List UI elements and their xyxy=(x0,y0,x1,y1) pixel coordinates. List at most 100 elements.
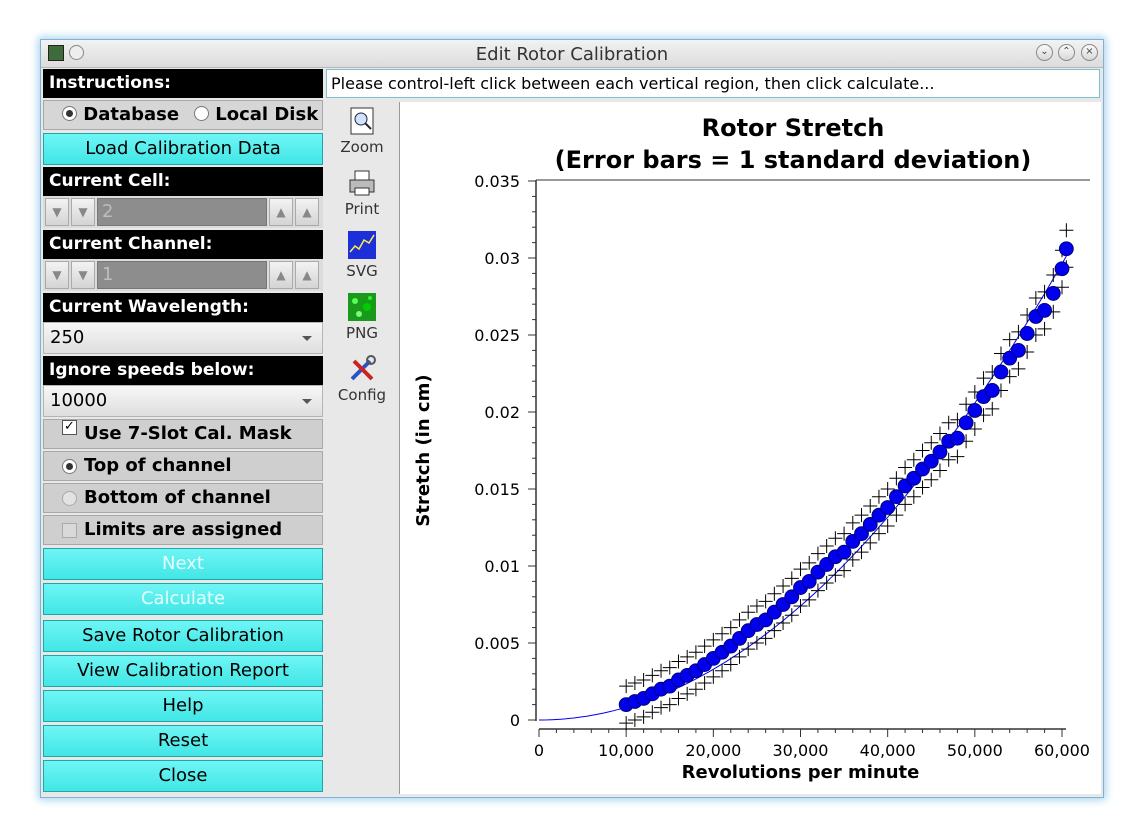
data-point xyxy=(888,489,904,505)
local-disk-radio[interactable]: Local Disk xyxy=(194,101,318,129)
error-bar-marker xyxy=(924,435,939,450)
print-tool[interactable]: Print xyxy=(326,168,398,218)
window-title: Edit Rotor Calibration xyxy=(475,44,669,65)
error-bar-marker xyxy=(767,586,782,601)
data-point xyxy=(836,544,852,560)
fit-curve xyxy=(539,255,1067,721)
png-tool[interactable]: PNG xyxy=(326,292,398,342)
pin-icon[interactable] xyxy=(69,45,84,60)
png-label: PNG xyxy=(346,324,378,342)
error-bar-marker xyxy=(950,449,965,464)
current-cell-value[interactable]: 2 xyxy=(97,198,267,226)
chart-subtitle: (Error bars = 1 standard deviation) xyxy=(555,146,1032,174)
next-button[interactable]: Next xyxy=(43,548,323,580)
error-bar-marker xyxy=(723,657,738,672)
cell-fast-up-button[interactable]: ▲ xyxy=(295,198,319,226)
error-bar-marker xyxy=(793,562,808,577)
error-bar-marker xyxy=(723,620,738,635)
svg-label: SVG xyxy=(346,262,378,280)
cell-up-button[interactable]: ▲ xyxy=(269,198,293,226)
ignore-speeds-select[interactable]: 10000 xyxy=(43,385,323,417)
channel-up-button[interactable]: ▲ xyxy=(269,261,293,289)
error-bar-marker xyxy=(697,676,712,691)
error-bar-marker xyxy=(776,615,791,630)
y-tick-label: 0.035 xyxy=(474,172,520,191)
cell-down-button[interactable]: ▼ xyxy=(71,198,95,226)
close-window-icon[interactable]: × xyxy=(1081,44,1098,61)
error-bar-marker xyxy=(741,605,756,620)
error-bar-marker xyxy=(880,482,895,496)
data-point xyxy=(1054,261,1070,277)
rotor-stretch-chart[interactable]: Rotor Stretch (Error bars = 1 standard de… xyxy=(400,102,1101,794)
error-bar-marker xyxy=(749,636,764,650)
error-bar-marker xyxy=(715,626,730,641)
close-button[interactable]: Close xyxy=(43,760,323,792)
error-bar-marker xyxy=(889,508,904,523)
config-label: Config xyxy=(337,386,387,404)
x-tick-label: 20,000 xyxy=(685,741,741,760)
top-of-channel-radio[interactable] xyxy=(62,459,77,474)
error-bar-marker xyxy=(1059,223,1074,238)
channel-down-button[interactable]: ▼ xyxy=(71,261,95,289)
data-point xyxy=(923,453,939,469)
svg-export-icon xyxy=(348,231,376,259)
error-bar-marker xyxy=(924,472,939,487)
mask-checkbox-row[interactable]: ✓ Use 7-Slot Cal. Mask xyxy=(43,419,323,449)
data-point xyxy=(801,573,817,589)
data-point xyxy=(984,383,1000,398)
help-button[interactable]: Help xyxy=(43,690,323,722)
mask-checkbox-label: Use 7-Slot Cal. Mask xyxy=(84,423,292,444)
bottom-of-channel-row[interactable]: Bottom of channel xyxy=(43,483,323,513)
channel-fast-up-button[interactable]: ▲ xyxy=(295,261,319,289)
error-bar-marker xyxy=(715,663,730,678)
error-bar-marker xyxy=(819,538,834,553)
save-rotor-calibration-button[interactable]: Save Rotor Calibration xyxy=(43,620,323,652)
load-calibration-button[interactable]: Load Calibration Data xyxy=(43,133,323,165)
current-cell-label: Current Cell: xyxy=(43,167,323,196)
channel-fast-down-button[interactable]: ▼ xyxy=(45,261,69,289)
error-bar-marker xyxy=(828,531,843,546)
config-tool[interactable]: Config xyxy=(326,354,398,404)
y-tick-label: 0 xyxy=(510,711,520,730)
plot-area[interactable]: Rotor Stretch (Error bars = 1 standard de… xyxy=(399,102,1101,794)
error-bar-marker xyxy=(906,452,921,467)
x-tick-label: 50,000 xyxy=(947,741,1003,760)
limits-assigned-label: Limits are assigned xyxy=(84,519,283,540)
error-bar-marker xyxy=(732,612,747,627)
data-point xyxy=(880,500,896,515)
database-radio[interactable]: Database xyxy=(62,101,179,129)
instructions-text: Please control-left click between each v… xyxy=(326,69,1100,98)
error-bar-marker xyxy=(932,426,947,441)
svg-tool[interactable]: SVG xyxy=(326,230,398,280)
top-of-channel-row[interactable]: Top of channel xyxy=(43,451,323,481)
maximize-icon[interactable]: ⌃ xyxy=(1058,44,1075,61)
png-export-icon xyxy=(348,293,376,321)
config-icon xyxy=(350,355,376,381)
current-channel-value[interactable]: 1 xyxy=(97,261,267,289)
bottom-of-channel-radio[interactable] xyxy=(62,491,77,506)
error-bar-marker xyxy=(802,555,817,570)
error-bar-marker xyxy=(671,654,686,669)
error-bar-marker xyxy=(828,568,843,583)
wavelength-select[interactable]: 250 xyxy=(43,322,323,354)
minimize-icon[interactable]: ⌄ xyxy=(1036,44,1053,61)
reset-button[interactable]: Reset xyxy=(43,725,323,757)
calculate-button[interactable]: Calculate xyxy=(43,583,323,615)
view-calibration-report-button[interactable]: View Calibration Report xyxy=(43,655,323,687)
data-point xyxy=(1058,241,1074,257)
y-tick-label: 0.005 xyxy=(474,634,520,653)
mask-checkbox[interactable]: ✓ xyxy=(62,420,77,435)
x-tick-label: 60,000 xyxy=(1034,741,1090,760)
y-tick-label: 0.015 xyxy=(474,480,520,499)
cell-fast-down-button[interactable]: ▼ xyxy=(45,198,69,226)
error-bar-marker xyxy=(845,515,860,530)
error-bar-marker xyxy=(636,672,651,687)
title-bar: Edit Rotor Calibration ⌄ ⌃ × xyxy=(41,40,1103,68)
ignore-speeds-select-value: 10000 xyxy=(50,390,108,411)
error-bar-marker xyxy=(1028,291,1043,306)
error-bar-marker xyxy=(627,676,642,691)
error-bar-marker xyxy=(976,371,991,386)
zoom-tool[interactable]: Zoom xyxy=(326,106,398,156)
app-icon[interactable] xyxy=(48,45,64,61)
error-bar-marker xyxy=(854,545,869,560)
